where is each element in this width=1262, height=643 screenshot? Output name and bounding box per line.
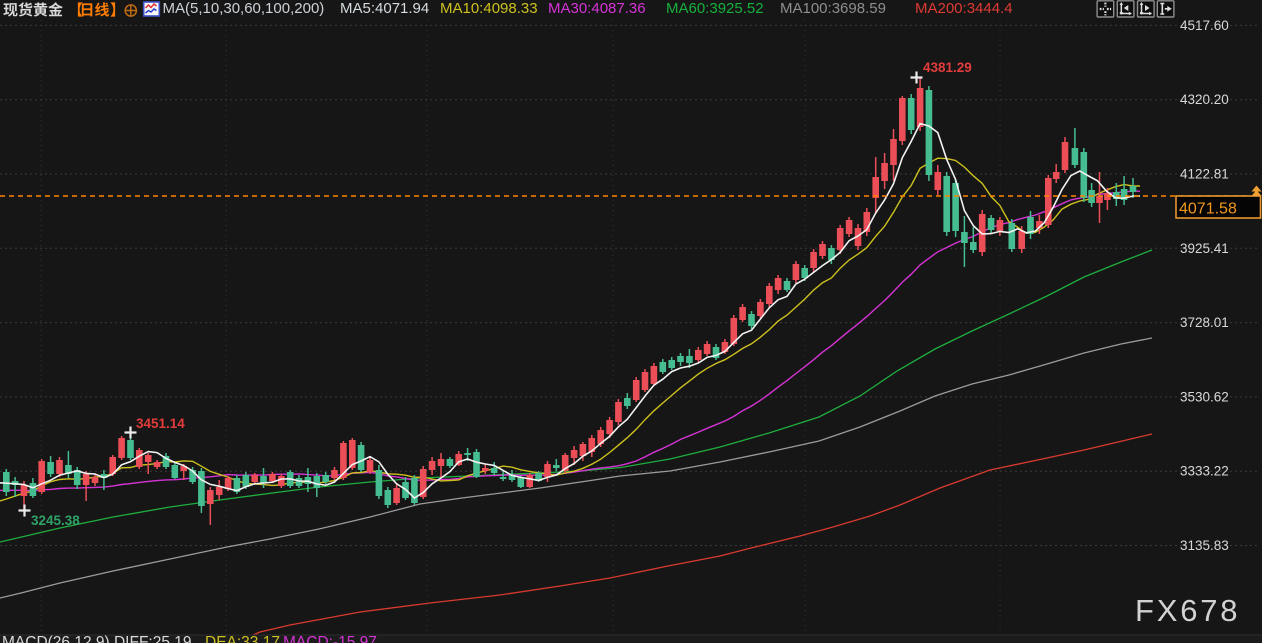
svg-text:MA(5,10,30,60,100,200): MA(5,10,30,60,100,200)	[163, 0, 325, 17]
svg-text:DEA:33.17: DEA:33.17	[205, 634, 280, 643]
svg-text:MACD:-15.97: MACD:-15.97	[283, 634, 377, 643]
svg-text:MA60:3925.52: MA60:3925.52	[666, 0, 764, 17]
svg-text:4071.58: 4071.58	[1179, 201, 1237, 218]
svg-text:4517.60: 4517.60	[1180, 18, 1229, 33]
svg-text:4320.20: 4320.20	[1180, 92, 1229, 107]
svg-text:3925.41: 3925.41	[1180, 241, 1229, 256]
svg-text:MACD(26,12,9) DIFF:25.19: MACD(26,12,9) DIFF:25.19	[2, 634, 192, 643]
svg-text:MA10:4098.33: MA10:4098.33	[440, 0, 538, 17]
svg-text:4381.29: 4381.29	[923, 60, 972, 75]
svg-text:3451.14: 3451.14	[136, 416, 185, 431]
svg-text:MA30:4087.36: MA30:4087.36	[548, 0, 646, 17]
svg-text:3530.62: 3530.62	[1180, 389, 1229, 404]
svg-text:3135.83: 3135.83	[1180, 538, 1229, 553]
svg-text:3728.01: 3728.01	[1180, 315, 1229, 330]
svg-text:MA200:3444.4: MA200:3444.4	[915, 0, 1013, 17]
svg-text:MA5:4071.94: MA5:4071.94	[340, 0, 429, 17]
svg-text:3245.38: 3245.38	[31, 513, 80, 528]
svg-text:4122.81: 4122.81	[1180, 167, 1229, 182]
svg-text:FX678: FX678	[1135, 593, 1240, 628]
svg-text:3333.22: 3333.22	[1180, 464, 1229, 479]
svg-text:MA100:3698.59: MA100:3698.59	[780, 0, 886, 17]
